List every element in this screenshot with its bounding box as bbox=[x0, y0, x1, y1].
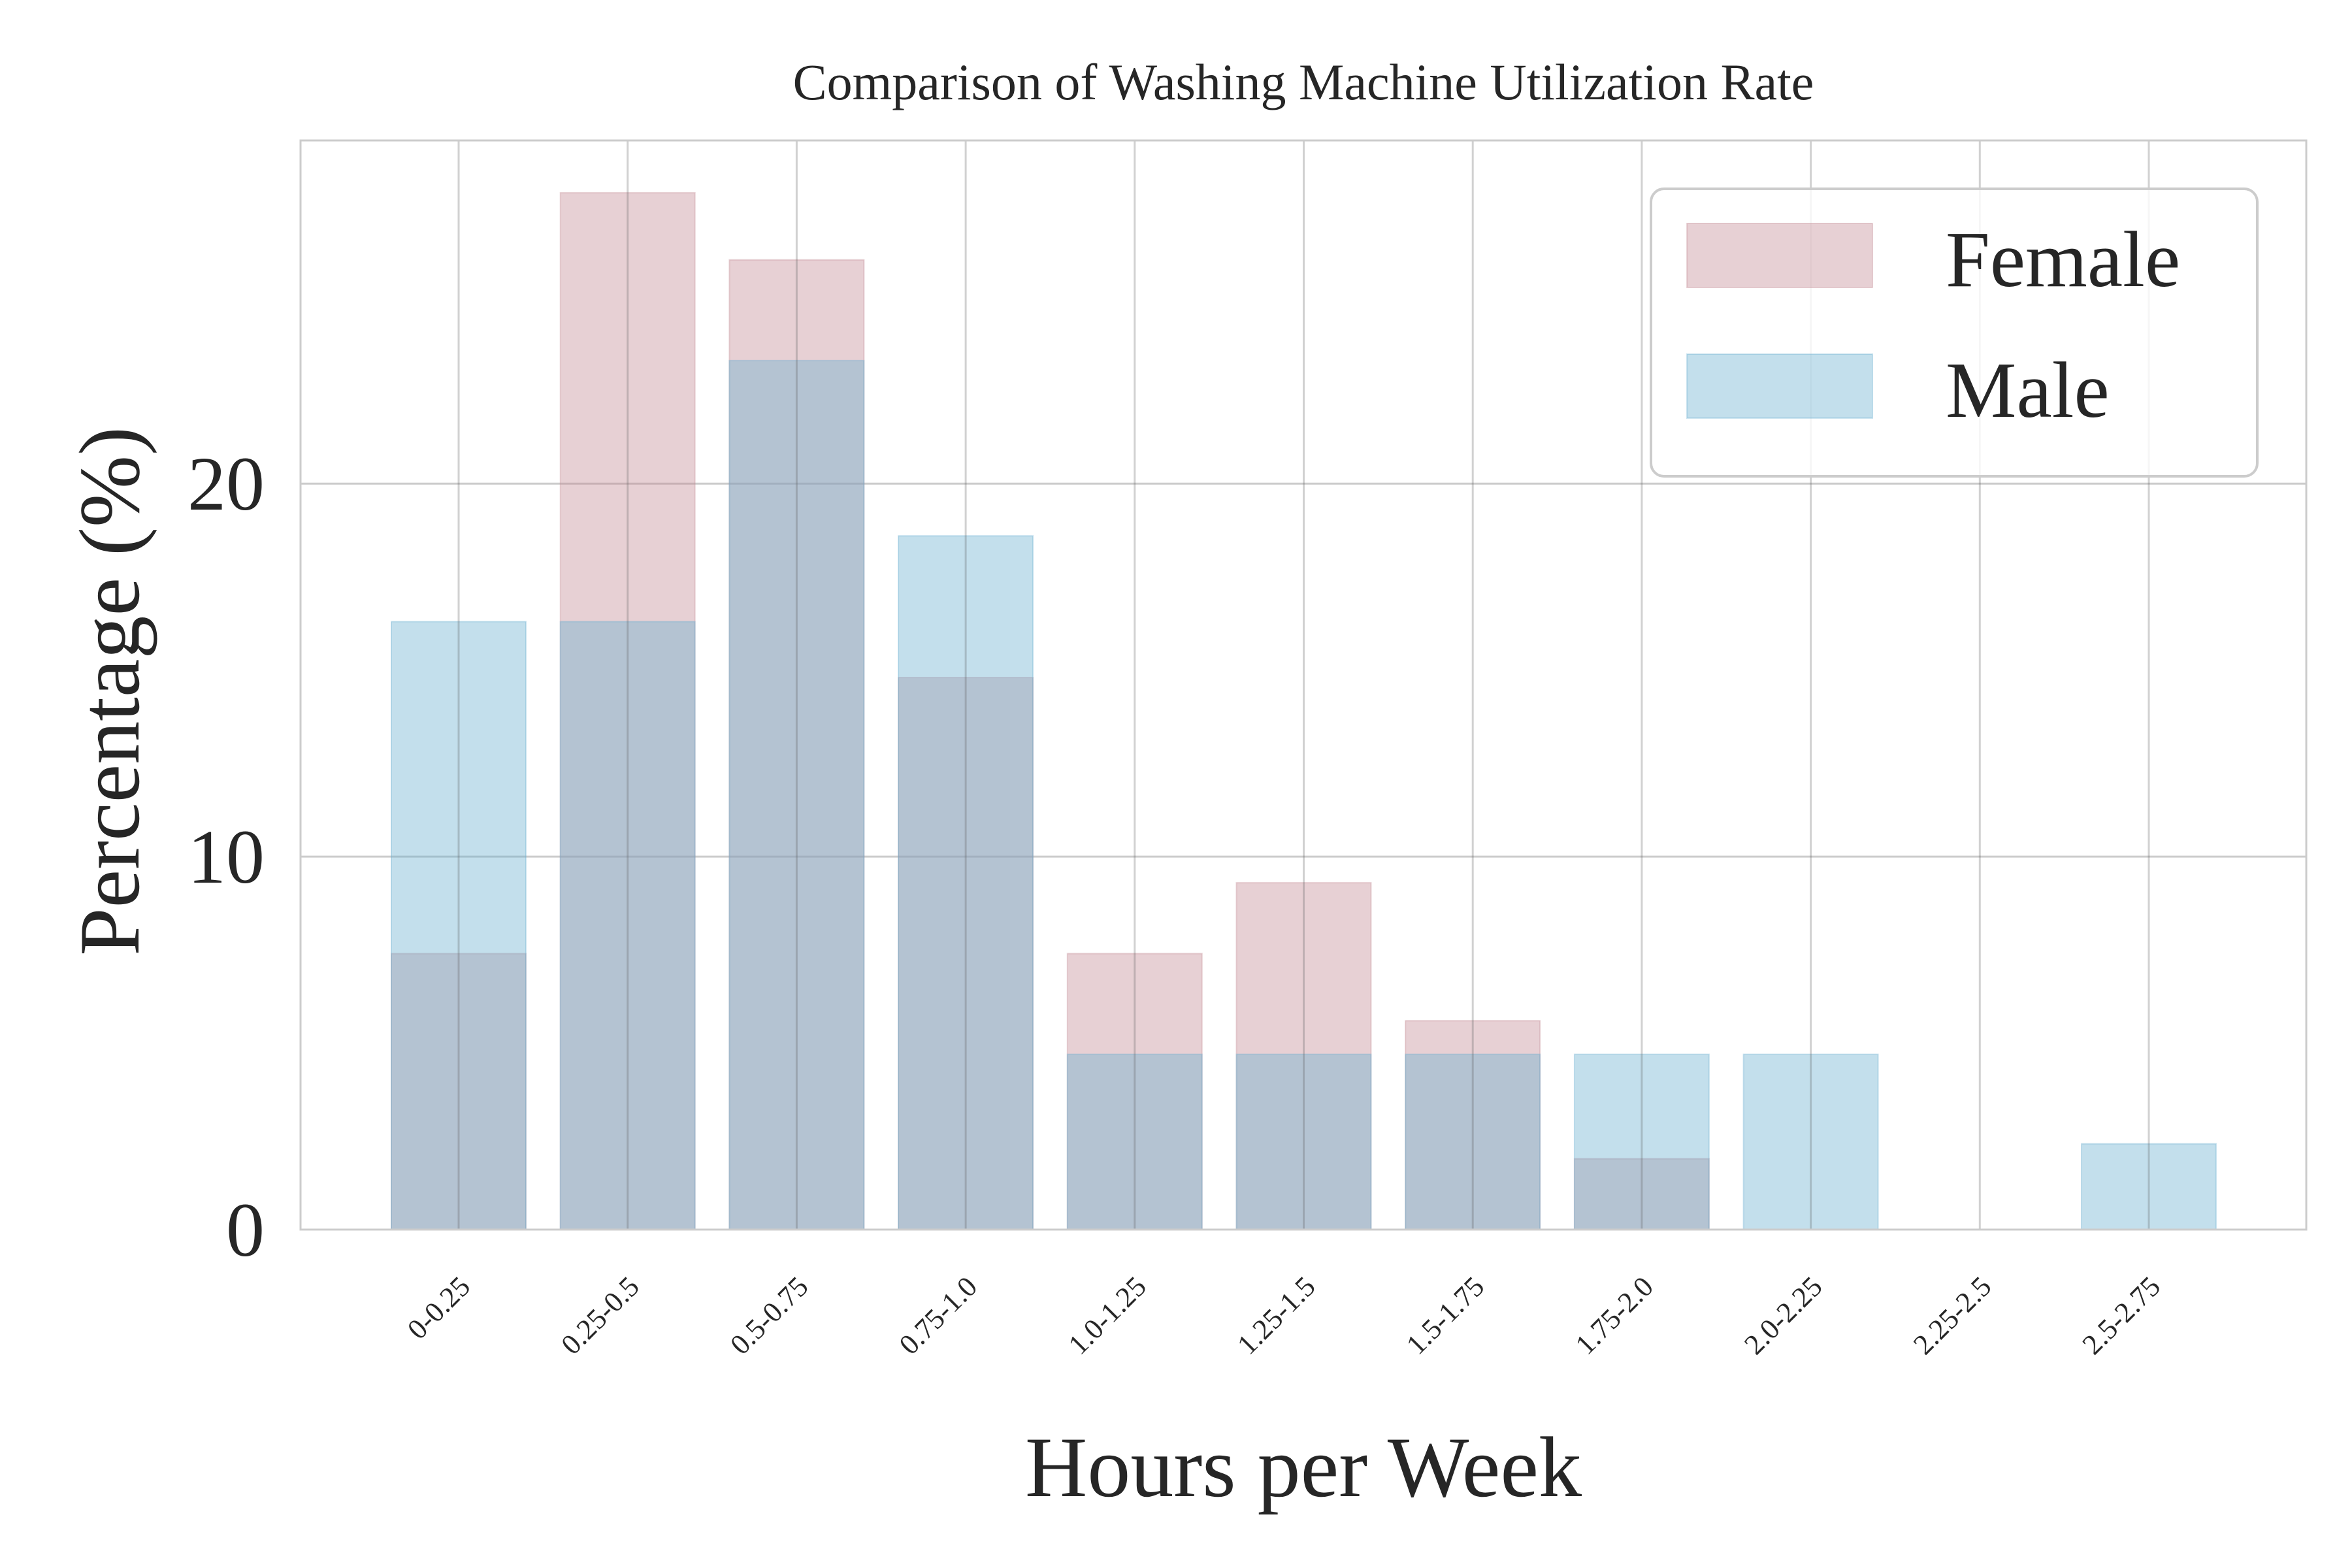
legend-box bbox=[1650, 188, 2259, 478]
bar-male bbox=[728, 359, 865, 1230]
y-axis-label: Percentage (%) bbox=[61, 427, 157, 956]
bar-male bbox=[1235, 1053, 1372, 1230]
legend-label-male: Male bbox=[1946, 346, 2110, 434]
legend-swatch-male bbox=[1686, 353, 1873, 419]
bars bbox=[391, 191, 2217, 1231]
x-axis-label: Hours per Week bbox=[1025, 1419, 1582, 1515]
chart-title: Comparison of Washing Machine Utilizatio… bbox=[793, 54, 1814, 110]
bar-female bbox=[1066, 953, 1203, 1231]
legend-swatch-female bbox=[1686, 223, 1873, 288]
bar-female bbox=[1573, 1158, 1710, 1230]
bar-male bbox=[1742, 1053, 1879, 1230]
legend: Female Male bbox=[1650, 188, 2259, 478]
bar-male bbox=[1405, 1053, 1541, 1230]
bar-female bbox=[1405, 1020, 1541, 1231]
bar-female bbox=[1235, 882, 1372, 1230]
y-tick-labels: 0 10 20 bbox=[188, 441, 265, 1273]
y-tick-label: 0 bbox=[226, 1187, 265, 1273]
bar-male bbox=[2081, 1143, 2217, 1230]
legend-label-female: Female bbox=[1946, 216, 2180, 304]
bar-female bbox=[898, 677, 1034, 1230]
bar-male bbox=[898, 535, 1034, 1231]
bar-male bbox=[1573, 1053, 1710, 1230]
y-tick-label: 20 bbox=[188, 441, 265, 527]
bar-male bbox=[559, 621, 696, 1230]
plot-frame bbox=[299, 139, 2308, 1231]
bar-female bbox=[728, 259, 865, 1230]
bar-male bbox=[1066, 1053, 1203, 1230]
bar-female bbox=[559, 191, 696, 1230]
y-tick-label: 10 bbox=[188, 814, 265, 900]
